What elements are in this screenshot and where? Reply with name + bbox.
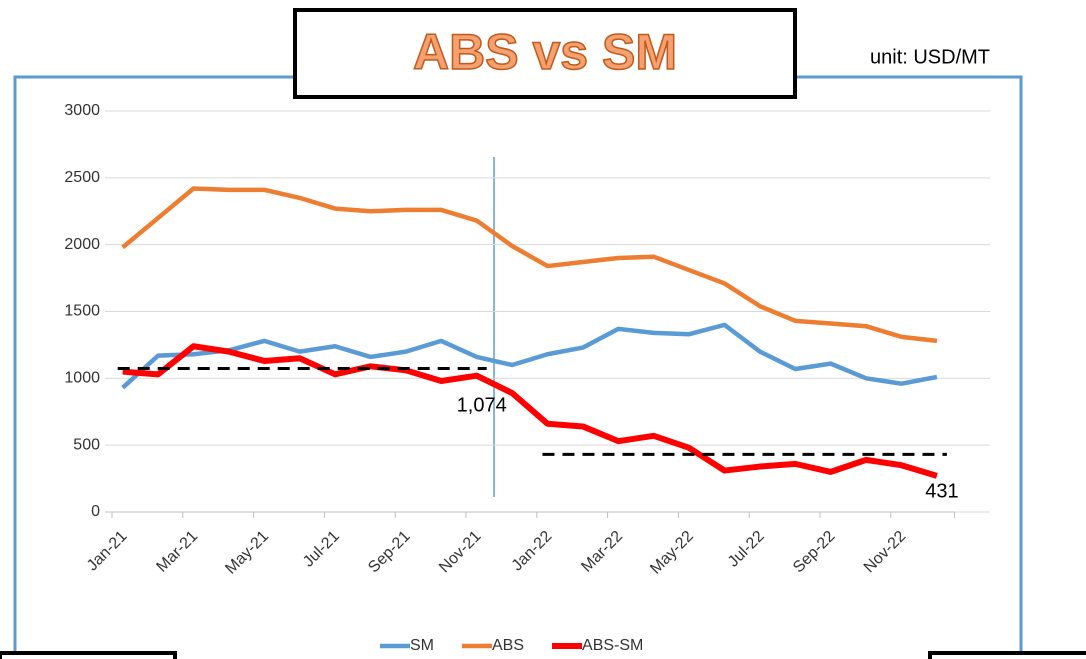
y-tick-label: 1000	[64, 370, 100, 387]
legend-label: ABS-SM	[582, 637, 643, 654]
annotation-label: 1,074	[457, 395, 507, 417]
y-tick-label: 3000	[64, 102, 100, 119]
legend-label: SM	[410, 637, 434, 654]
y-tick-label: 0	[91, 503, 100, 520]
series-line	[122, 343, 938, 479]
chart-title: ABS vs SM	[413, 24, 677, 80]
series-line	[121, 186, 938, 344]
unit-label: unit: USD/MT	[870, 46, 990, 68]
y-tick-label: 2000	[64, 236, 100, 253]
y-tick-label: 500	[73, 436, 100, 453]
corner-box	[0, 651, 177, 659]
y-tick-label: 1500	[64, 303, 100, 320]
series-line	[121, 322, 938, 390]
title-box	[293, 8, 797, 99]
annotation-label: 431	[925, 481, 958, 503]
y-tick-label: 2500	[64, 169, 100, 186]
corner-box	[928, 651, 1086, 659]
legend-label: ABS	[492, 637, 524, 654]
